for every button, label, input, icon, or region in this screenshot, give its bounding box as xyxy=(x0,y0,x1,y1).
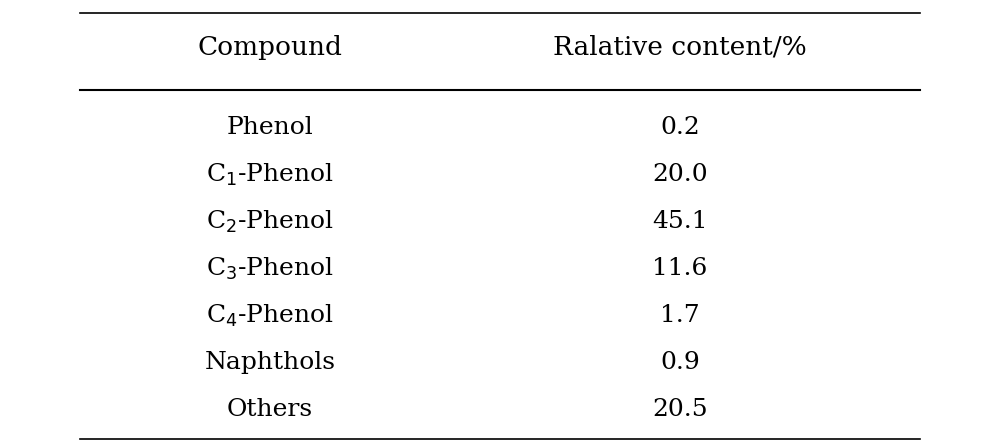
Text: Naphthols: Naphthols xyxy=(205,351,336,375)
Text: 20.5: 20.5 xyxy=(652,398,708,422)
Text: C$_2$-Phenol: C$_2$-Phenol xyxy=(206,209,334,235)
Text: C$_1$-Phenol: C$_1$-Phenol xyxy=(206,162,334,188)
Text: 20.0: 20.0 xyxy=(652,163,708,186)
Text: 45.1: 45.1 xyxy=(652,210,708,233)
Text: Ralative content/%: Ralative content/% xyxy=(553,34,807,60)
Text: C$_3$-Phenol: C$_3$-Phenol xyxy=(206,256,334,282)
Text: 0.2: 0.2 xyxy=(660,116,700,139)
Text: 1.7: 1.7 xyxy=(660,304,700,327)
Text: 11.6: 11.6 xyxy=(652,257,708,280)
Text: Compound: Compound xyxy=(198,34,342,60)
Text: 0.9: 0.9 xyxy=(660,351,700,375)
Text: Others: Others xyxy=(227,398,313,422)
Text: Phenol: Phenol xyxy=(227,116,313,139)
Text: C$_4$-Phenol: C$_4$-Phenol xyxy=(206,303,334,329)
